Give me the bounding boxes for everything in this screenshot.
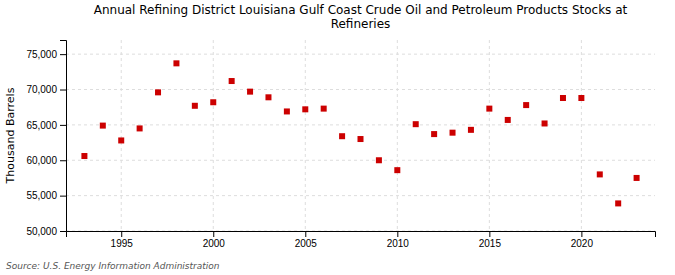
point xyxy=(173,60,179,66)
x-axis: 1995 2000 2005 2010 2015 2020 xyxy=(67,231,656,249)
tick-mark xyxy=(121,231,122,237)
tick-mark xyxy=(60,231,66,232)
tick-label: 1995 xyxy=(111,238,134,249)
point xyxy=(302,106,308,112)
tick-label: 55,000 xyxy=(26,190,57,201)
point xyxy=(137,125,143,131)
point xyxy=(81,153,87,159)
axis-line xyxy=(67,232,656,238)
point xyxy=(100,123,106,129)
point xyxy=(339,133,345,139)
title-line: Refineries xyxy=(331,17,391,31)
grid-line xyxy=(121,40,122,231)
point xyxy=(321,106,327,112)
grid-line xyxy=(489,40,490,231)
tick-label: 50,000 xyxy=(26,226,57,237)
tick-mark xyxy=(60,196,66,197)
tick: 2020 xyxy=(571,231,594,249)
tick-mark xyxy=(60,125,66,126)
tick-mark xyxy=(305,231,306,237)
point xyxy=(394,167,400,173)
point xyxy=(358,136,364,142)
grid-line xyxy=(66,89,655,90)
points xyxy=(81,60,639,206)
tick-label: 2015 xyxy=(479,238,502,249)
point xyxy=(431,131,437,137)
grid-line xyxy=(66,195,655,196)
point xyxy=(634,175,640,181)
tick: 2015 xyxy=(479,231,502,249)
grid-line xyxy=(305,40,306,231)
point xyxy=(597,171,603,177)
point xyxy=(210,99,216,105)
y-axis-title: Thousand Barrels xyxy=(4,87,17,184)
tick-mark xyxy=(397,231,398,237)
point xyxy=(505,117,511,123)
point xyxy=(450,130,456,136)
tick-label: 2020 xyxy=(571,238,594,249)
tick: 2000 xyxy=(203,231,226,249)
point xyxy=(560,95,566,101)
tick: 60,000 xyxy=(26,155,66,166)
tick: 75,000 xyxy=(26,49,66,60)
grid-line xyxy=(66,160,655,161)
tick: 65,000 xyxy=(26,120,66,131)
tick: 70,000 xyxy=(26,84,66,95)
tick-label: 2000 xyxy=(203,238,226,249)
tick-label: 2005 xyxy=(295,238,318,249)
tick-label: 2010 xyxy=(387,238,410,249)
grid xyxy=(66,40,655,231)
grid-line xyxy=(581,40,582,231)
tick: 2010 xyxy=(387,231,410,249)
tick-label: 65,000 xyxy=(26,120,57,131)
tick-mark xyxy=(60,54,66,55)
tick-label: 70,000 xyxy=(26,84,57,95)
point xyxy=(265,94,271,100)
y-axis: 50,000 55,000 60,000 65,000 70,000 75,000 xyxy=(26,41,66,237)
point xyxy=(523,102,529,108)
point xyxy=(155,89,161,95)
point xyxy=(118,137,124,143)
point xyxy=(284,108,290,114)
point xyxy=(542,120,548,126)
grid-line xyxy=(66,54,655,55)
tick-mark xyxy=(581,231,582,237)
tick: 55,000 xyxy=(26,190,66,201)
point xyxy=(229,78,235,84)
tick: 1995 xyxy=(111,231,134,249)
grid-line xyxy=(397,40,398,231)
title: Annual Refining District Louisiana Gulf … xyxy=(94,3,628,31)
axis-line xyxy=(60,41,67,232)
plot: 1995 2000 2005 2010 2015 2020 50,000 55,000 60,0… xyxy=(26,40,655,249)
chart: 1995 2000 2005 2010 2015 2020 50,000 55,000 60,0… xyxy=(0,0,675,275)
point xyxy=(486,106,492,112)
tick-mark xyxy=(213,231,214,237)
point xyxy=(615,200,621,206)
annotation: Source: U.S. Energy Information Administ… xyxy=(6,261,220,271)
tick-mark xyxy=(60,160,66,161)
point xyxy=(376,157,382,163)
tick-mark xyxy=(489,231,490,237)
tick: 2005 xyxy=(295,231,318,249)
title-line: Annual Refining District Louisiana Gulf … xyxy=(94,3,628,17)
point xyxy=(247,89,253,95)
grid-line xyxy=(213,40,214,231)
grid-line xyxy=(66,124,655,125)
tick-label: 60,000 xyxy=(26,155,57,166)
point xyxy=(413,121,419,127)
point xyxy=(468,127,474,133)
tick: 50,000 xyxy=(26,226,66,237)
point xyxy=(192,103,198,109)
tick-mark xyxy=(60,90,66,91)
tick-label: 75,000 xyxy=(26,49,57,60)
point xyxy=(578,95,584,101)
